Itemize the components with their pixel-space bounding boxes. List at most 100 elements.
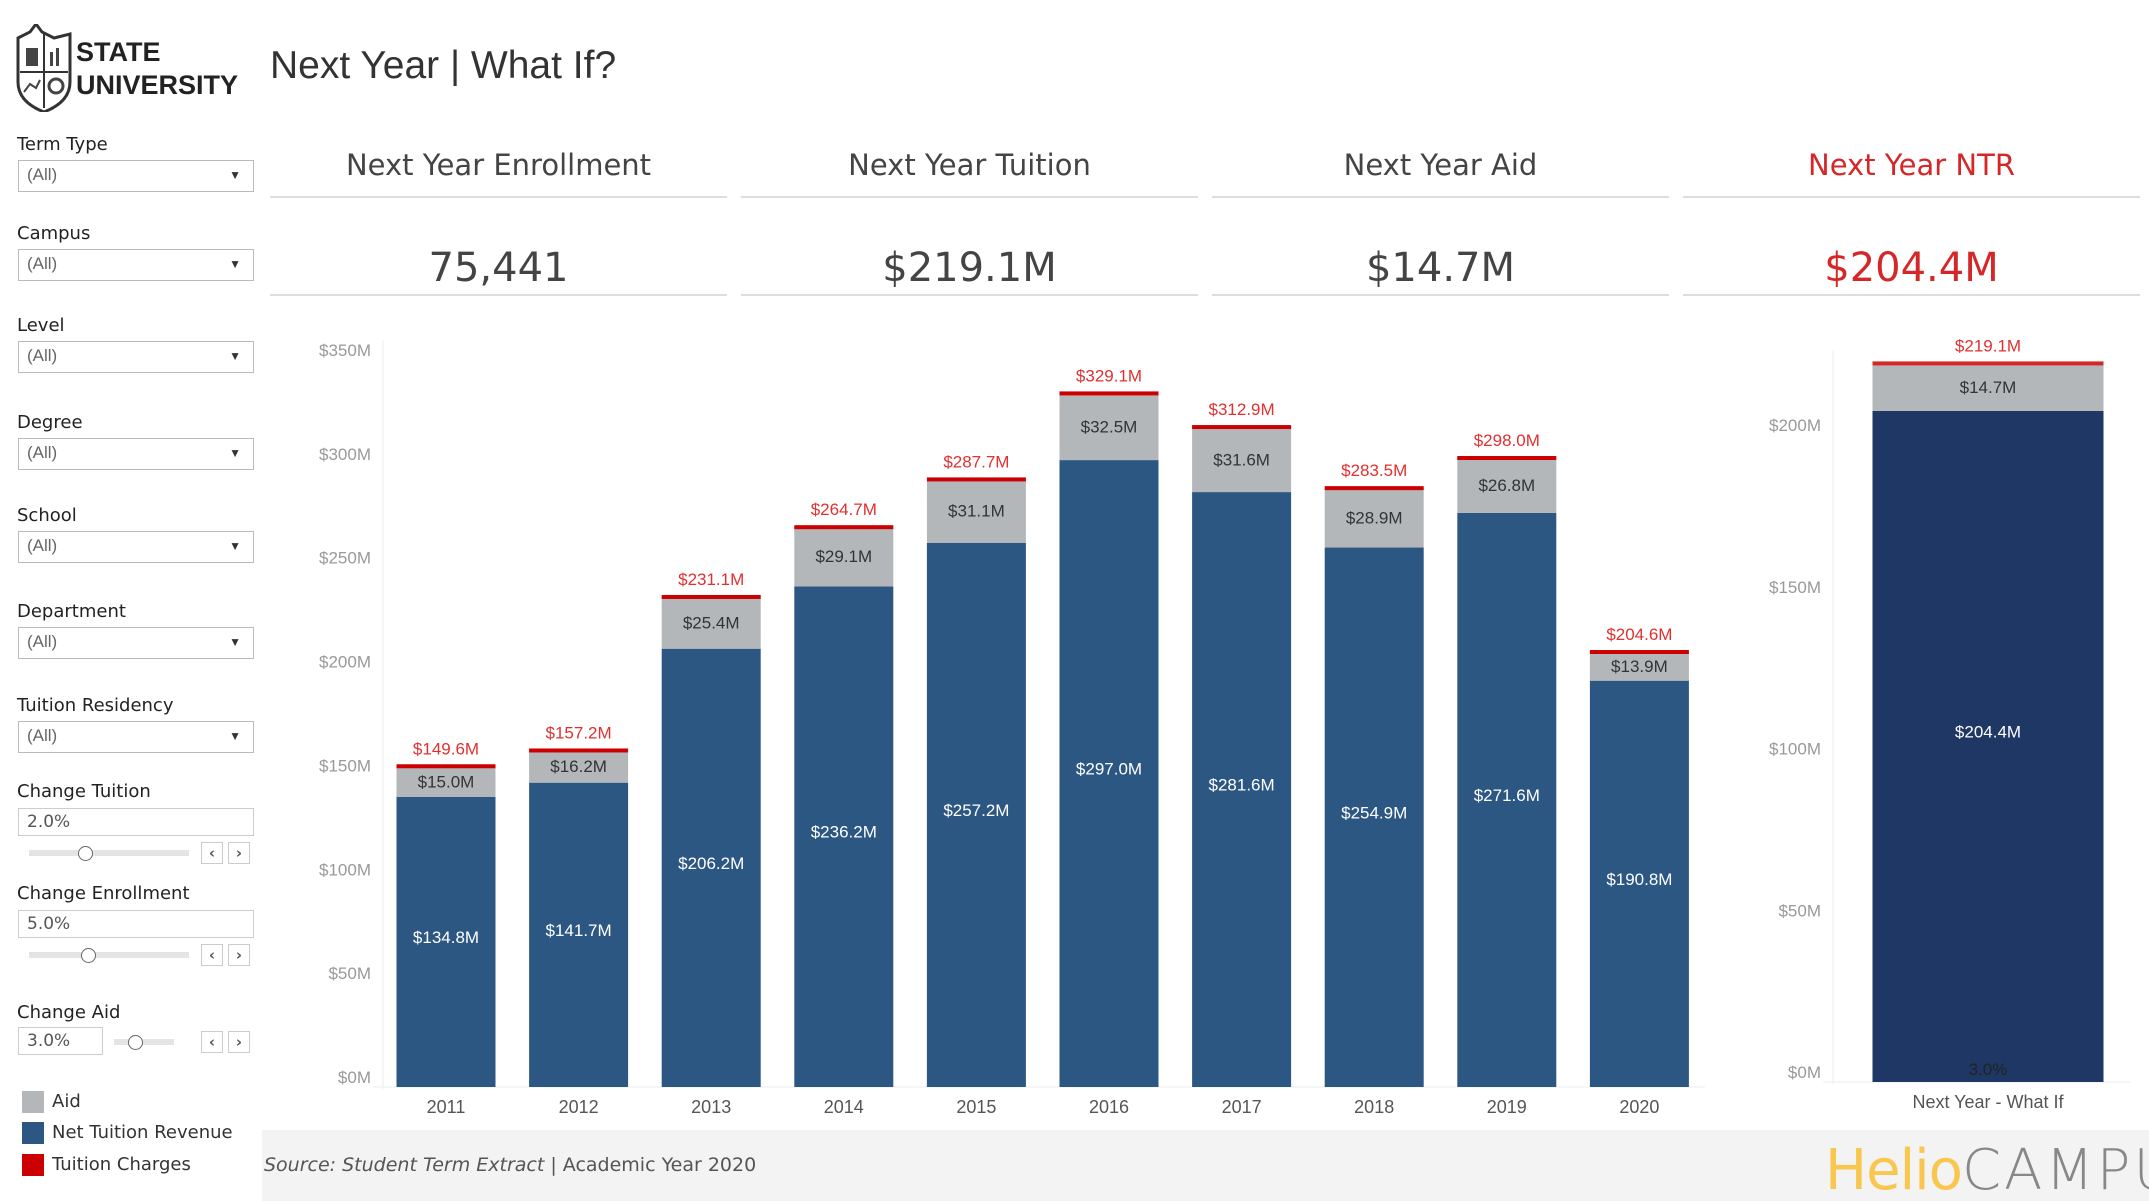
tuition-charges-label: $298.0M	[1474, 431, 1540, 450]
legend-label-ntr: Net Tuition Revenue	[52, 1122, 233, 1143]
tuition-charges-mark	[1872, 361, 2104, 366]
y-tick-label: $250M	[319, 549, 371, 568]
source-year: | Academic Year 2020	[544, 1154, 757, 1176]
x-tick-label: 2013	[691, 1097, 731, 1117]
source-note: Source: Student Term Extract | Academic …	[264, 1154, 756, 1176]
tuition-charges-mark	[1059, 391, 1159, 396]
chevron-down-icon: ▼	[229, 349, 241, 363]
tuition-charges-label: $283.5M	[1341, 461, 1407, 480]
y-tick-label: $100M	[319, 860, 371, 879]
tuition-residency-dropdown[interactable]: (All) ▼	[18, 721, 254, 753]
x-tick-label: 2016	[1089, 1097, 1129, 1117]
campus-value: (All)	[27, 254, 58, 273]
change-enrollment-decrement-button[interactable]: ‹	[201, 944, 223, 966]
kpi-value: 75,441	[428, 245, 569, 291]
svg-text:STATE: STATE	[76, 37, 161, 67]
change-enrollment-slider[interactable]	[29, 952, 189, 958]
chevron-down-icon: ▼	[229, 446, 241, 460]
aid-label: $31.6M	[1213, 450, 1270, 469]
x-tick-label: 2015	[956, 1097, 996, 1117]
school-label: School	[17, 505, 77, 526]
tuition-charges-label: $219.1M	[1955, 336, 2021, 355]
ntr-bar	[794, 586, 894, 1087]
y-tick-label: $350M	[319, 341, 371, 360]
ntr-bar	[1059, 460, 1159, 1087]
ntr-bar	[926, 542, 1026, 1087]
change-aid-increment-button[interactable]: ›	[228, 1031, 250, 1053]
ntr-label: $281.6M	[1209, 776, 1275, 795]
state-university-logo: STATE UNIVERSITY	[16, 24, 238, 112]
change-enrollment-slider-handle[interactable]	[81, 948, 96, 963]
kpi-ntr: Next Year NTR $204.4M	[1683, 140, 2140, 296]
kpi-value: $204.4M	[1824, 245, 1999, 291]
term-type-dropdown[interactable]: (All) ▼	[18, 160, 254, 192]
x-tick-label: 2020	[1619, 1097, 1659, 1117]
change-tuition-label: Change Tuition	[17, 781, 151, 802]
ntr-label: $254.9M	[1341, 803, 1407, 822]
change-tuition-decrement-button[interactable]: ‹	[201, 842, 223, 864]
ntr-label: $206.2M	[678, 854, 744, 873]
change-aid-decrement-button[interactable]: ‹	[201, 1031, 223, 1053]
ntr-label: $271.6M	[1474, 786, 1540, 805]
ntr-bar	[1589, 680, 1689, 1087]
level-dropdown[interactable]: (All) ▼	[18, 341, 254, 373]
aid-change-label: 3.0%	[1969, 1060, 2008, 1079]
change-tuition-increment-button[interactable]: ›	[228, 842, 250, 864]
aid-label: $16.2M	[550, 757, 607, 776]
change-tuition-slider-handle[interactable]	[78, 846, 93, 861]
ntr-bar	[396, 797, 496, 1087]
tuition-charges-mark	[1457, 456, 1557, 461]
aid-bar	[1872, 363, 2104, 411]
degree-dropdown[interactable]: (All) ▼	[18, 438, 254, 470]
x-tick-label: 2012	[559, 1097, 599, 1117]
department-dropdown[interactable]: (All) ▼	[18, 627, 254, 659]
tuition-charges-mark	[794, 525, 894, 530]
aid-label: $15.0M	[418, 772, 475, 791]
tuition-residency-value: (All)	[27, 726, 58, 745]
change-tuition-slider[interactable]	[29, 850, 189, 856]
kpi-title: Next Year Aid	[1343, 148, 1538, 182]
source-name: Source: Student Term Extract	[264, 1154, 545, 1176]
tuition-charges-label: $149.6M	[413, 739, 479, 758]
ntr-bar	[529, 782, 629, 1087]
y-tick-label: $50M	[1778, 901, 1821, 920]
campus-dropdown[interactable]: (All) ▼	[18, 249, 254, 281]
change-aid-input[interactable]: 3.0%	[18, 1027, 103, 1055]
change-aid-slider-handle[interactable]	[128, 1035, 143, 1050]
ntr-label: $297.0M	[1076, 760, 1142, 779]
aid-bar	[529, 749, 629, 783]
chevron-down-icon: ▼	[229, 257, 241, 271]
aid-label: $28.9M	[1346, 509, 1403, 528]
aid-label: $14.7M	[1960, 378, 2017, 397]
page-title: Next Year | What If?	[270, 44, 617, 87]
aid-bar	[1457, 457, 1557, 513]
y-tick-label: $0M	[338, 1068, 371, 1087]
aid-bar	[926, 478, 1026, 543]
tuition-charges-label: $329.1M	[1076, 366, 1142, 385]
tuition-charges-mark	[1192, 425, 1292, 430]
tuition-charges-label: $204.6M	[1606, 625, 1672, 644]
change-enrollment-increment-button[interactable]: ›	[228, 944, 250, 966]
aid-label: $31.1M	[948, 501, 1005, 520]
heliocampus-logo: HelioCAMPUS	[1825, 1138, 2149, 1203]
change-aid-slider[interactable]	[114, 1039, 174, 1045]
aid-bar	[1324, 487, 1424, 548]
change-tuition-input[interactable]: 2.0%	[18, 808, 254, 836]
ntr-label: $190.8M	[1606, 870, 1672, 889]
chevron-down-icon: ▼	[229, 729, 241, 743]
change-aid-label: Change Aid	[17, 1002, 121, 1023]
legend-swatch-tuition-charges	[22, 1154, 44, 1176]
tuition-charges-label: $231.1M	[678, 570, 744, 589]
change-enrollment-input[interactable]: 5.0%	[18, 910, 254, 938]
tuition-charges-label: $157.2M	[546, 723, 612, 742]
term-type-value: (All)	[27, 165, 58, 184]
aid-label: $29.1M	[815, 547, 872, 566]
tuition-charges-mark	[926, 477, 1026, 482]
kpi-tuition: Next Year Tuition $219.1M	[741, 140, 1198, 296]
tuition-charges-mark	[1589, 650, 1689, 655]
school-dropdown[interactable]: (All) ▼	[18, 531, 254, 563]
ntr-bar	[1192, 492, 1292, 1088]
kpi-value: $219.1M	[882, 245, 1057, 291]
x-tick-label: 2018	[1354, 1097, 1394, 1117]
